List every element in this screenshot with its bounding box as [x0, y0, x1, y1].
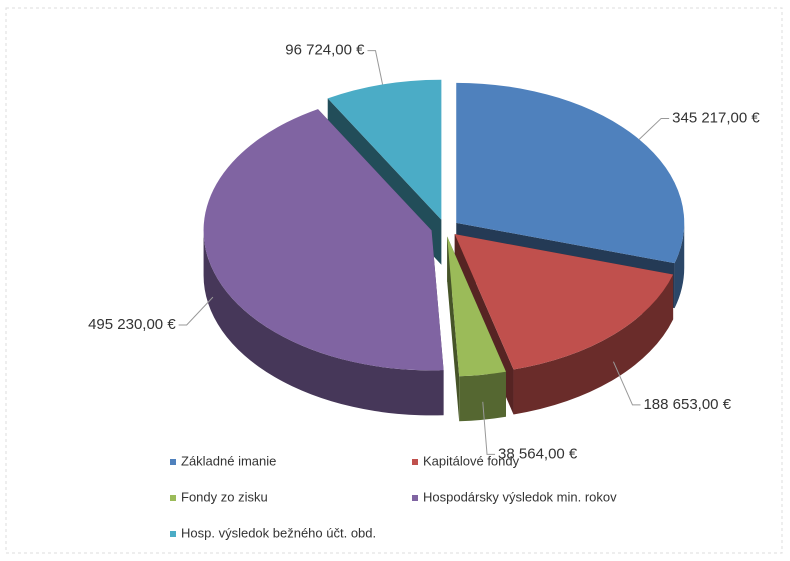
data-label: 345 217,00 € — [672, 109, 760, 126]
leader-line — [178, 296, 214, 326]
legend-label: Hospodársky výsledok min. rokov — [423, 489, 617, 504]
slice-top — [327, 79, 442, 220]
slice-top — [456, 82, 685, 264]
legend-marker — [412, 459, 418, 465]
leader-line — [612, 361, 641, 406]
leader-line — [482, 401, 496, 455]
data-label: 38 564,00 € — [498, 445, 578, 462]
slice-side — [203, 230, 444, 416]
slice-side — [459, 371, 506, 422]
slice-side — [674, 222, 685, 309]
slice — [447, 236, 506, 422]
data-label: 96 724,00 € — [285, 42, 365, 59]
legend-label: Základné imanie — [181, 453, 276, 468]
legend-label: Kapitálové fondy — [423, 453, 520, 468]
legend-marker — [412, 495, 418, 501]
slice-side — [513, 274, 674, 415]
leader-line — [638, 117, 670, 140]
leader-line — [367, 50, 384, 85]
slice — [203, 109, 444, 416]
legend-label: Hosp. výsledok bežného účt. obd. — [181, 525, 376, 540]
legend-marker — [170, 495, 176, 501]
slice-top — [454, 234, 674, 370]
slice-cut-face — [447, 236, 460, 422]
legend-label: Fondy zo zisku — [181, 489, 268, 504]
slice-top — [203, 109, 444, 371]
slice-top — [447, 236, 506, 377]
legend-marker — [170, 531, 176, 537]
data-label: 495 230,00 € — [88, 316, 176, 333]
legend-marker — [170, 459, 176, 465]
data-label: 188 653,00 € — [643, 396, 731, 413]
